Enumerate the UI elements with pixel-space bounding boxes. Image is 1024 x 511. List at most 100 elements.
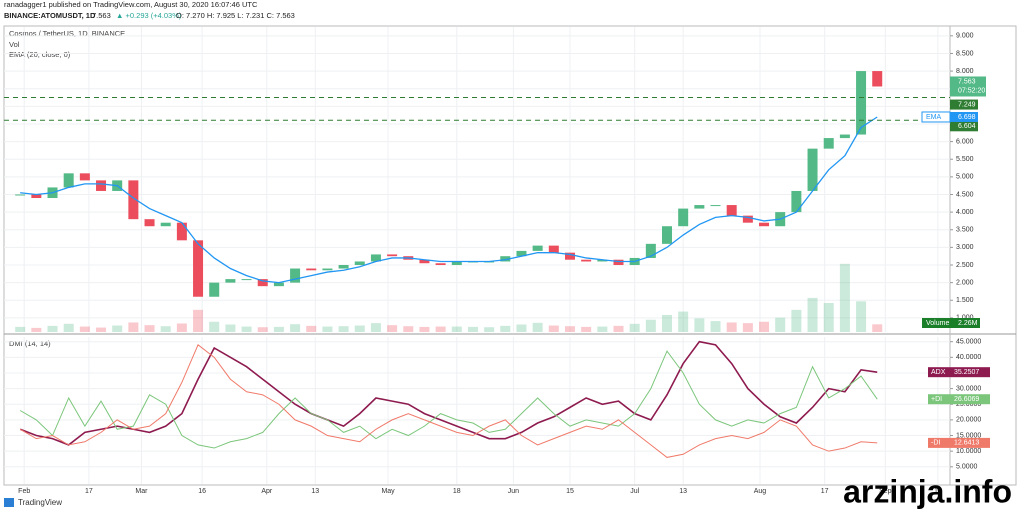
series-tag	[928, 394, 950, 405]
x-tick-label: 17	[821, 488, 829, 495]
volume-bar	[209, 321, 220, 332]
candle	[742, 215, 753, 223]
candle	[128, 180, 139, 220]
volume-bar	[823, 303, 834, 332]
volume-bar	[807, 297, 818, 332]
volume-bar	[726, 322, 737, 332]
volume-bar	[710, 321, 721, 332]
candle	[581, 259, 592, 262]
x-tick-label: Mar	[135, 488, 148, 495]
y-tick-label: 5.500	[956, 156, 974, 163]
level-tag	[950, 99, 978, 110]
volume-bar	[306, 325, 317, 332]
ema-value: 6.698	[958, 114, 976, 121]
candle	[193, 240, 204, 297]
y-tick-label: 4.500	[956, 191, 974, 198]
volume-bar	[662, 314, 673, 332]
publisher: ranadagger1 published on TradingView.com…	[4, 0, 258, 9]
series-name: -DI	[931, 440, 940, 447]
series-tag	[928, 367, 950, 378]
candle	[273, 282, 284, 287]
volume-bar	[354, 325, 365, 332]
countdown: 07:52:20	[958, 87, 985, 94]
series-value-tag	[950, 437, 990, 448]
candle	[176, 222, 187, 241]
candle	[96, 180, 107, 191]
y-tick-label: 2.500	[956, 262, 974, 269]
x-tick-label: 16	[198, 488, 206, 495]
level-label: 7.249	[958, 101, 976, 108]
legend-volume: Vol	[9, 40, 20, 49]
volume-bar	[128, 322, 139, 332]
y-tick-label: 20.0000	[956, 417, 981, 424]
candle	[694, 205, 705, 209]
candle	[419, 259, 430, 264]
brand: TradingView	[18, 498, 62, 507]
candle	[387, 254, 398, 257]
candle	[759, 222, 770, 227]
y-tick-label: 40.0000	[956, 354, 981, 361]
candle	[322, 268, 333, 271]
legend-ema: EMA (20, close, 0)	[9, 50, 71, 59]
y-tick-label: 15.0000	[956, 432, 981, 439]
volume-bar	[322, 326, 333, 332]
x-tick-label: Aug	[754, 488, 767, 495]
last-price: 7.563	[92, 11, 111, 20]
volume-bar	[160, 326, 171, 332]
candle	[63, 173, 74, 188]
ohlc: O: 7.270 H: 7.925 L: 7.231 C: 7.563	[176, 11, 295, 20]
volume-bar	[791, 309, 802, 332]
change: ▲ +0.293 (+4.03%)	[116, 11, 182, 20]
volume-bar	[273, 326, 284, 332]
series-value-tag	[950, 367, 990, 378]
x-tick-label: Sep	[879, 488, 892, 495]
y-tick-label: 1.500	[956, 297, 974, 304]
line-series	[19, 340, 878, 446]
x-tick-label: Feb	[18, 488, 30, 495]
candle	[613, 259, 624, 266]
volume-name: Volume	[926, 320, 949, 327]
candle	[306, 268, 317, 271]
volume-bar	[403, 326, 414, 332]
volume-tag	[922, 318, 980, 328]
volume-bar	[856, 301, 867, 332]
volume-bar	[225, 324, 236, 332]
y-tick-label: 45.0000	[956, 339, 981, 346]
line-series	[19, 350, 878, 449]
volume-bar	[678, 311, 689, 332]
y-tick-label: 8.500	[956, 50, 974, 57]
candle	[564, 252, 575, 260]
volume-bar	[451, 326, 462, 332]
volume-bar	[484, 327, 495, 332]
series-tag	[928, 437, 950, 448]
volume-bar	[338, 326, 349, 332]
candle	[597, 259, 608, 262]
volume-bar	[15, 326, 26, 332]
candle	[645, 243, 656, 258]
level-label: 6.604	[958, 123, 976, 130]
series-value: 12.6413	[954, 440, 979, 447]
y-tick-label: 3.500	[956, 227, 974, 234]
x-tick-label: 13	[311, 488, 319, 495]
x-tick-label: 13	[679, 488, 687, 495]
ema-name: EMA	[926, 114, 942, 121]
volume-bar	[532, 322, 543, 332]
candle	[144, 219, 155, 227]
legend-title: Cosmos / TetherUS, 1D, BINANCE	[9, 29, 125, 38]
volume-bar	[548, 325, 559, 332]
volume-bar	[144, 325, 155, 332]
volume-bar	[419, 326, 430, 332]
line-series	[20, 116, 878, 284]
y-tick-label: 2.000	[956, 279, 974, 286]
candle	[662, 226, 673, 244]
legend-dmi: DMI (14, 14)	[9, 339, 51, 348]
candle	[500, 256, 511, 262]
volume-bar	[63, 323, 74, 332]
volume-bar	[435, 326, 446, 332]
candle	[516, 250, 527, 257]
y-tick-label: 4.000	[956, 209, 974, 216]
volume-bar	[31, 327, 42, 332]
candle	[807, 148, 818, 191]
candle	[338, 265, 349, 269]
